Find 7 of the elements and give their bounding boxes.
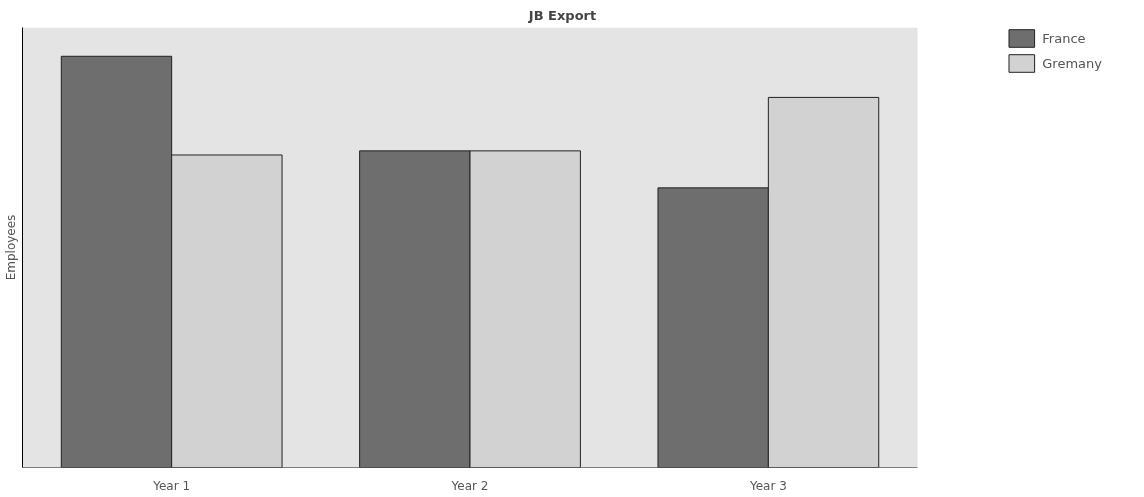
y-axis-title: Employees — [3, 214, 18, 281]
x-tick-label: Year 3 — [748, 478, 787, 493]
legend-label: Gremany — [1042, 55, 1102, 71]
x-tick-label: Year 2 — [450, 478, 489, 493]
legend-label: France — [1042, 30, 1086, 46]
x-tick-label: Year 1 — [152, 478, 191, 493]
chart-title: JB Export — [527, 7, 597, 23]
